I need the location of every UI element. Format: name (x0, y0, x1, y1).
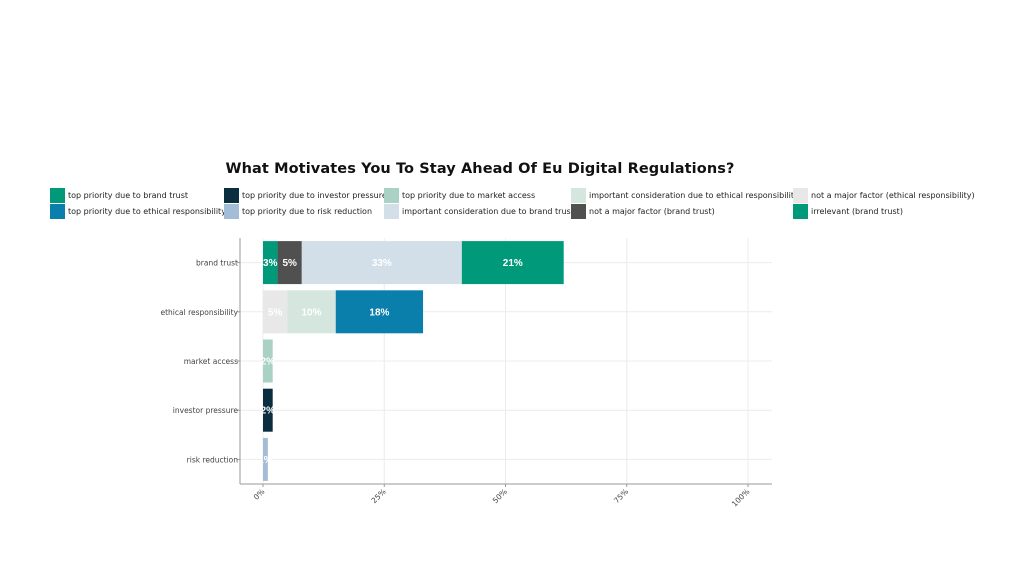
legend-label: top priority due to brand trust (68, 190, 189, 200)
x-tick-label-75: 75% (612, 487, 630, 505)
legend-item-top-priority-due-to-risk-reduction[interactable]: top priority due to risk reduction (224, 203, 372, 219)
legend-item-top-priority-due-to-ethical-responsibility[interactable]: top priority due to ethical responsibili… (50, 203, 226, 219)
legend-swatch (50, 203, 65, 219)
legend-swatch (793, 203, 808, 219)
x-tick-label-100: 100% (730, 487, 752, 509)
bar-segment-brand-trust-irrelevant-brand-trust[interactable] (461, 241, 564, 285)
bar-label-ethical-responsibility-2: 18% (369, 307, 389, 318)
bar-label-brand-trust-0: 3% (263, 258, 278, 269)
bar-segment-brand-trust-important-consideration-due-to-brand-trust[interactable] (301, 241, 462, 285)
y-tick-label-brand-trust: brand trust (196, 259, 238, 268)
bar-segment-brand-trust-top-priority-due-to-brand-trust[interactable] (263, 241, 278, 285)
legend-item-important-consideration-due-to-brand-trust[interactable]: important consideration due to brand tru… (384, 203, 574, 219)
legend-item-important-consideration-due-to-ethical-responsibility[interactable]: important consideration due to ethical r… (571, 187, 799, 203)
legend-item-irrelevant-brand-trust[interactable]: irrelevant (brand trust) (793, 203, 903, 219)
legend-item-top-priority-due-to-market-access[interactable]: top priority due to market access (384, 187, 535, 203)
legend-swatch (50, 187, 65, 203)
legend-swatch (224, 187, 239, 203)
legend-swatch (571, 187, 586, 203)
bar-label-brand-trust-1: 5% (282, 258, 297, 269)
x-tick-label-50: 50% (491, 487, 509, 505)
bar-segment-investor-pressure-top-priority-due-to-investor-pressure[interactable] (263, 388, 273, 432)
y-tick-label-ethical-responsibility: ethical responsibility (160, 308, 238, 317)
bar-label-brand-trust-2: 33% (372, 258, 392, 269)
legend-label: top priority due to market access (402, 190, 536, 200)
bar-segment-ethical-responsibility-not-a-major-factor-ethical-responsibility[interactable] (263, 290, 288, 334)
bar-segment-risk-reduction-top-priority-due-to-risk-reduction[interactable] (263, 437, 268, 481)
chart-title: What Motivates You To Stay Ahead Of Eu D… (225, 161, 735, 177)
legend-label: top priority due to investor pressure (242, 190, 387, 200)
legend-label: not a major factor (brand trust) (589, 206, 715, 216)
legend-label: not a major factor (ethical responsibili… (811, 190, 975, 200)
y-tick-label-risk-reduction: risk reduction (187, 455, 239, 464)
legend-swatch (571, 203, 586, 219)
bar-segment-brand-trust-not-a-major-factor-brand-trust[interactable] (277, 241, 302, 285)
bar-label-risk-reduction-0: 1% (258, 455, 273, 466)
y-tick-label-market-access: market access (184, 357, 238, 366)
bar-label-market-access-0: 2% (261, 357, 276, 368)
legend-item-top-priority-due-to-investor-pressure[interactable]: top priority due to investor pressure (224, 187, 387, 203)
bar-label-brand-trust-3: 21% (503, 258, 523, 269)
legend-swatch (384, 203, 399, 219)
legend-label: top priority due to risk reduction (242, 206, 373, 216)
legend-label: important consideration due to ethical r… (589, 190, 799, 200)
x-tick-label-25: 25% (370, 487, 388, 505)
legend-item-not-a-major-factor-ethical-responsibility[interactable]: not a major factor (ethical responsibili… (793, 187, 975, 203)
legend-swatch (793, 187, 808, 203)
bar-label-ethical-responsibility-0: 5% (268, 307, 283, 318)
legend-swatch (384, 187, 399, 203)
y-tick-label-investor-pressure: investor pressure (173, 406, 239, 415)
bar-label-investor-pressure-0: 2% (261, 406, 276, 417)
legend-label: top priority due to ethical responsibili… (68, 206, 226, 216)
bar-label-ethical-responsibility-1: 10% (301, 307, 321, 318)
bar-segment-market-access-top-priority-due-to-market-access[interactable] (263, 339, 273, 383)
legend-item-top-priority-due-to-brand-trust[interactable]: top priority due to brand trust (50, 187, 188, 203)
bar-segment-ethical-responsibility-top-priority-due-to-ethical-responsibility[interactable] (335, 290, 424, 334)
x-tick-label-0: 0% (252, 487, 267, 502)
legend-item-not-a-major-factor-brand-trust[interactable]: not a major factor (brand trust) (571, 203, 715, 219)
legend-label: important consideration due to brand tru… (402, 206, 574, 216)
bar-segment-ethical-responsibility-important-consideration-due-to-ethical-responsibility[interactable] (287, 290, 336, 334)
legend-label: irrelevant (brand trust) (811, 206, 903, 216)
legend-swatch (224, 203, 239, 219)
